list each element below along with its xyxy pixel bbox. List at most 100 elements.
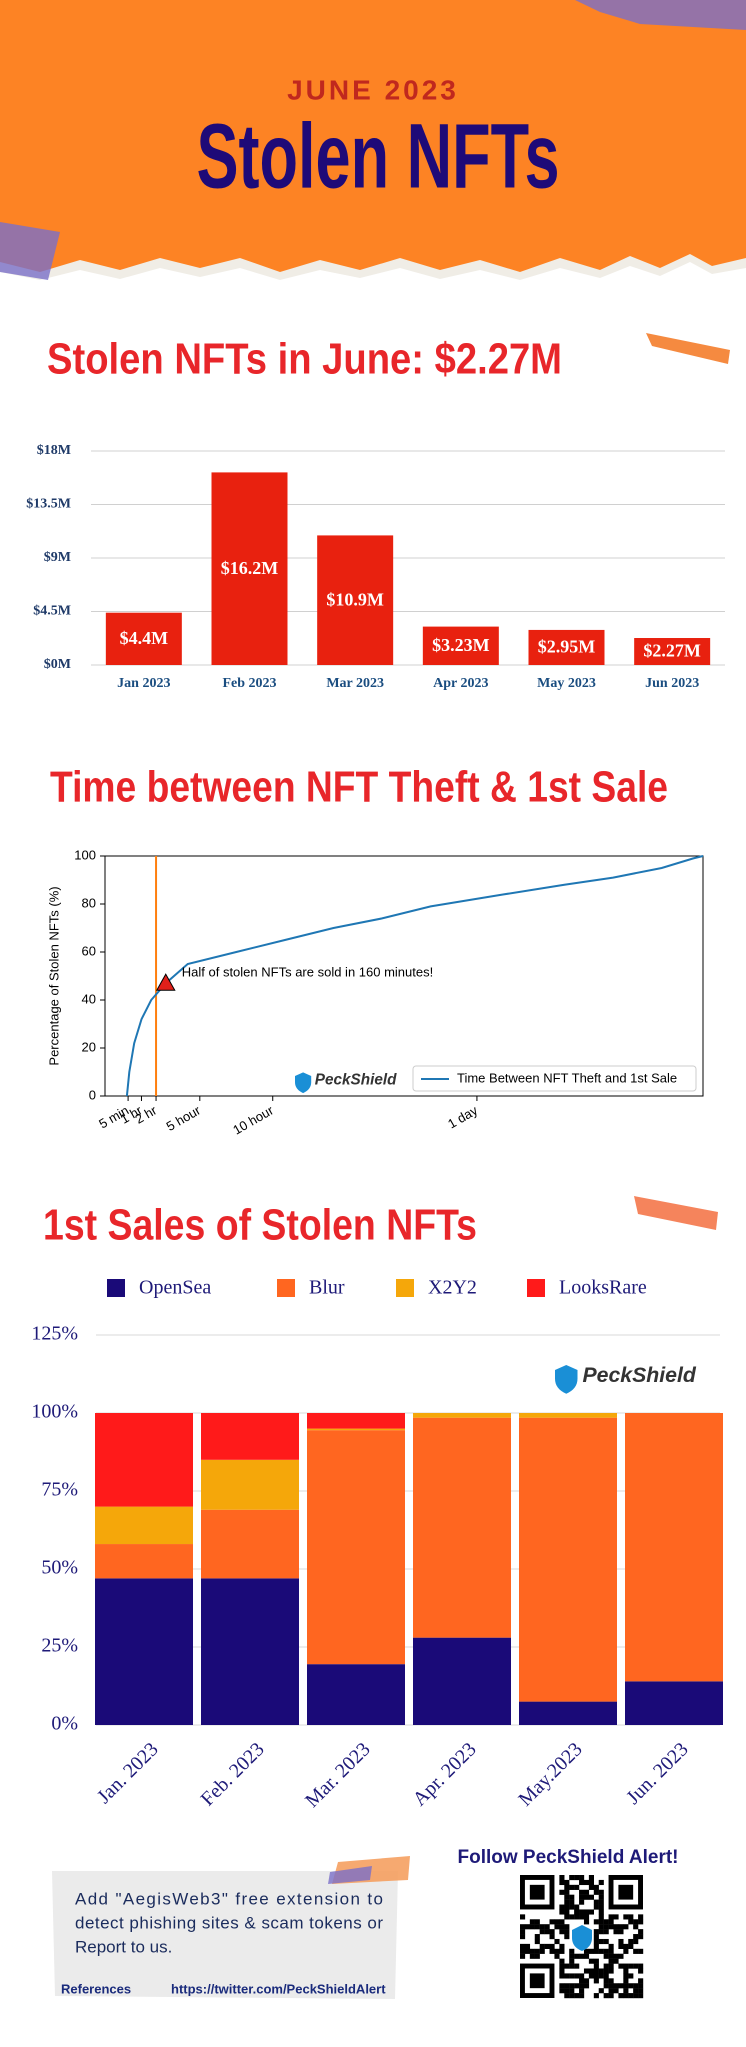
qr-cell bbox=[628, 1938, 634, 1945]
qr-cell bbox=[588, 1875, 594, 1881]
qr-cell bbox=[593, 1968, 599, 1974]
x-tick-label: Mar 2023 bbox=[326, 676, 384, 691]
references-url[interactable]: https://twitter.com/PeckShieldAlert bbox=[171, 1981, 386, 1996]
qr-cell bbox=[520, 1924, 526, 1930]
bar-segment bbox=[307, 1413, 405, 1429]
qr-cell bbox=[618, 1953, 624, 1959]
legend-swatch bbox=[396, 1279, 414, 1297]
qr-cell bbox=[539, 1929, 545, 1935]
qr-cell bbox=[598, 1879, 604, 1886]
qr-cell bbox=[628, 1973, 634, 1979]
qr-cell bbox=[598, 1924, 604, 1930]
qr-cell bbox=[549, 1919, 555, 1925]
bar bbox=[422, 626, 499, 665]
bar-segment bbox=[625, 1413, 723, 1682]
annotation-marker bbox=[155, 973, 176, 991]
qr-cell bbox=[623, 1914, 629, 1920]
qr-code bbox=[520, 1875, 644, 1999]
qr-cell bbox=[564, 1894, 570, 1900]
qr-cell bbox=[583, 1879, 590, 1886]
qr-cell bbox=[623, 1988, 629, 1994]
qr-cell bbox=[569, 1914, 575, 1920]
qr-cell bbox=[520, 1929, 526, 1935]
legend-swatch bbox=[527, 1279, 545, 1297]
x-tick-label: Feb 2023 bbox=[222, 676, 276, 691]
bar-segment bbox=[95, 1544, 193, 1579]
qr-cell bbox=[569, 1983, 575, 1989]
bar-segment bbox=[201, 1413, 299, 1460]
qr-cell bbox=[603, 1938, 609, 1945]
qr-cell bbox=[564, 1924, 570, 1930]
qr-cell bbox=[564, 1973, 570, 1979]
qr-cell bbox=[579, 1879, 585, 1886]
qr-cell bbox=[539, 1948, 545, 1954]
qr-cell bbox=[559, 1963, 565, 1969]
qr-cell bbox=[598, 1914, 604, 1920]
qr-cell bbox=[638, 1919, 644, 1925]
qr-cell bbox=[564, 1993, 570, 1999]
logo-shield bbox=[295, 1072, 312, 1094]
qr-cell bbox=[569, 1993, 575, 1999]
qr-cell bbox=[583, 1983, 590, 1989]
bar-segment bbox=[519, 1413, 617, 1418]
qr-cell bbox=[583, 1914, 590, 1920]
y-tick-label: 50% bbox=[41, 1557, 78, 1579]
qr-cell bbox=[579, 1889, 585, 1895]
decor-streak bbox=[328, 1866, 372, 1884]
qr-cell bbox=[544, 1929, 550, 1935]
bar-segment bbox=[625, 1681, 723, 1725]
qr-cell bbox=[593, 1929, 599, 1935]
legend-swatch bbox=[277, 1279, 295, 1297]
y-tick-label: $4.5M bbox=[33, 604, 71, 619]
qr-cell bbox=[593, 1993, 599, 1999]
qr-cell bbox=[579, 1875, 585, 1881]
bar-segment bbox=[95, 1578, 193, 1725]
qr-cell bbox=[583, 1968, 590, 1974]
qr-cell bbox=[603, 1973, 609, 1979]
qr-cell bbox=[623, 1973, 629, 1979]
qr-cell bbox=[613, 1929, 619, 1935]
bar-segment bbox=[307, 1430, 405, 1665]
qr-cell bbox=[628, 1993, 634, 1999]
qr-cell bbox=[608, 1924, 614, 1930]
qr-cell bbox=[579, 1978, 585, 1984]
qr-cell bbox=[608, 1943, 614, 1949]
y-tick-label: 20 bbox=[82, 1039, 96, 1054]
bar-segment bbox=[413, 1413, 511, 1418]
qr-cell bbox=[618, 1924, 624, 1930]
qr-cell bbox=[564, 1983, 570, 1989]
qr-cell bbox=[588, 1968, 594, 1974]
footer-text: detect phishing sites & scam tokens or bbox=[75, 1913, 383, 1932]
qr-cell bbox=[574, 1993, 580, 1999]
qr-cell bbox=[608, 1948, 614, 1954]
value-label: $16.2M bbox=[221, 558, 279, 578]
qr-cell bbox=[520, 1934, 526, 1940]
decor-streak bbox=[646, 333, 730, 364]
qr-cell bbox=[593, 1919, 599, 1925]
qr-cell bbox=[603, 1963, 609, 1969]
qr-cell bbox=[569, 1894, 575, 1900]
qr-cell bbox=[588, 1894, 594, 1900]
qr-cell bbox=[638, 1963, 644, 1969]
qr-cell bbox=[534, 1924, 540, 1930]
qr-cell bbox=[593, 1943, 599, 1949]
legend-label: Blur bbox=[309, 1277, 345, 1299]
qr-cell bbox=[608, 1963, 614, 1969]
header-title: Stolen NFTs bbox=[197, 105, 560, 207]
bar-segment bbox=[519, 1701, 617, 1725]
x-tick-label: Apr 2023 bbox=[433, 676, 488, 691]
qr-cell bbox=[628, 1919, 634, 1925]
qr-cell bbox=[574, 1914, 580, 1920]
section-heading: Time between NFT Theft & 1st Sale bbox=[50, 763, 668, 812]
legend-label: LooksRare bbox=[559, 1277, 647, 1299]
bar-segment bbox=[413, 1417, 511, 1638]
qr-cell bbox=[583, 1948, 590, 1954]
qr-cell bbox=[569, 1875, 575, 1881]
qr-cell bbox=[529, 1953, 535, 1959]
qr-cell bbox=[559, 1988, 565, 1994]
qr-cell bbox=[613, 1988, 619, 1994]
qr-cell bbox=[574, 1909, 580, 1915]
qr-cell bbox=[623, 1943, 629, 1949]
bar bbox=[211, 472, 288, 665]
